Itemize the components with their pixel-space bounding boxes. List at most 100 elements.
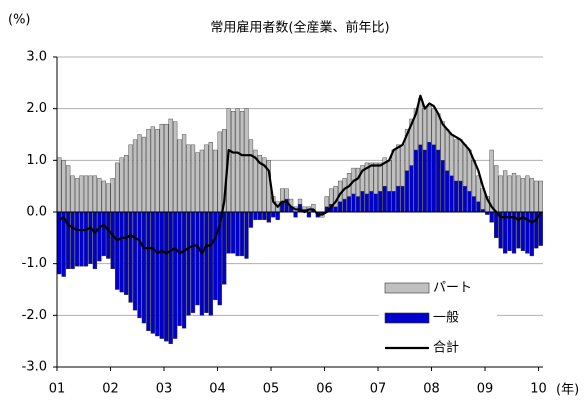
bar: [164, 123, 169, 213]
bar: [123, 211, 129, 295]
bar: [226, 211, 231, 254]
y-tick-label: -1.0: [22, 256, 47, 271]
bar: [115, 211, 120, 290]
bar: [462, 144, 468, 187]
bar: [297, 198, 303, 205]
bar: [467, 149, 472, 192]
bar: [230, 111, 236, 213]
bar: [92, 211, 98, 270]
x-tick-label: 02: [102, 382, 119, 397]
bar: [333, 206, 338, 213]
bar: [342, 198, 347, 213]
bar: [217, 131, 222, 213]
bar: [395, 144, 401, 187]
bar: [115, 162, 120, 213]
bar: [159, 211, 164, 339]
bar: [306, 211, 312, 218]
legend-label: 一般: [433, 310, 459, 326]
y-tick-label: 1.0: [26, 153, 47, 168]
bar: [382, 157, 387, 187]
bar: [128, 144, 133, 213]
bar: [150, 211, 155, 334]
bar: [119, 157, 124, 213]
bar: [208, 211, 213, 316]
bar: [155, 211, 160, 337]
bar: [266, 211, 271, 223]
bar: [364, 162, 370, 195]
bar: [360, 165, 365, 192]
bar: [369, 162, 374, 192]
bar: [141, 211, 147, 324]
x-axis-label: (年): [556, 383, 579, 398]
bar: [79, 175, 84, 213]
bar: [382, 185, 387, 213]
x-tick-label: 06: [316, 382, 333, 397]
bar: [422, 149, 427, 213]
bar: [199, 149, 205, 213]
bar: [208, 142, 213, 213]
bar: [244, 211, 249, 259]
bar: [525, 175, 530, 213]
bar: [83, 175, 89, 213]
bar: [110, 178, 115, 213]
bar: [235, 211, 240, 257]
bar: [132, 139, 138, 213]
bar: [516, 211, 521, 249]
bar: [239, 111, 245, 213]
bar: [204, 211, 209, 313]
bar: [168, 211, 173, 344]
bar: [413, 149, 419, 213]
bar: [66, 165, 71, 213]
bar: [355, 196, 361, 213]
bar: [168, 118, 173, 213]
bar: [431, 108, 436, 146]
bar: [181, 134, 187, 213]
x-tick-label: 07: [370, 382, 387, 397]
bar: [106, 183, 111, 213]
line-series: [58, 94, 542, 255]
bar: [498, 175, 503, 213]
bar: [74, 178, 80, 213]
bar: [239, 211, 245, 257]
bar: [445, 129, 450, 171]
bar: [222, 211, 227, 285]
bar: [351, 193, 356, 213]
bar: [516, 175, 521, 213]
bar: [280, 188, 285, 202]
bar: [257, 211, 263, 220]
bar: [431, 144, 436, 213]
bar: [150, 126, 155, 213]
y-tick-label: -2.0: [22, 308, 47, 323]
bar: [458, 180, 463, 213]
bar: [387, 160, 392, 192]
x-tick-label: 05: [263, 382, 280, 397]
bar: [173, 211, 178, 339]
bar: [418, 144, 423, 213]
bar: [404, 129, 410, 171]
bar: [284, 188, 289, 200]
bar: [275, 211, 280, 220]
bar: [97, 178, 102, 213]
bar: [534, 180, 539, 213]
bar: [164, 211, 169, 342]
bar: [445, 170, 450, 213]
x-tick-label: 04: [209, 382, 226, 397]
bar: [137, 134, 142, 213]
y-tick-label: 0.0: [26, 205, 47, 220]
bar: [137, 211, 142, 319]
bar: [458, 139, 463, 182]
bar: [195, 211, 200, 306]
bar: [132, 211, 138, 311]
bar: [360, 191, 365, 213]
bar: [101, 211, 106, 257]
x-tick-label: 03: [156, 382, 173, 397]
bar: [235, 108, 240, 213]
bar: [190, 211, 196, 313]
bar: [378, 191, 383, 213]
bar: [253, 211, 258, 220]
legend-label: 合計: [433, 340, 459, 356]
bar: [199, 211, 205, 316]
bar: [453, 139, 459, 182]
bar: [177, 211, 182, 326]
